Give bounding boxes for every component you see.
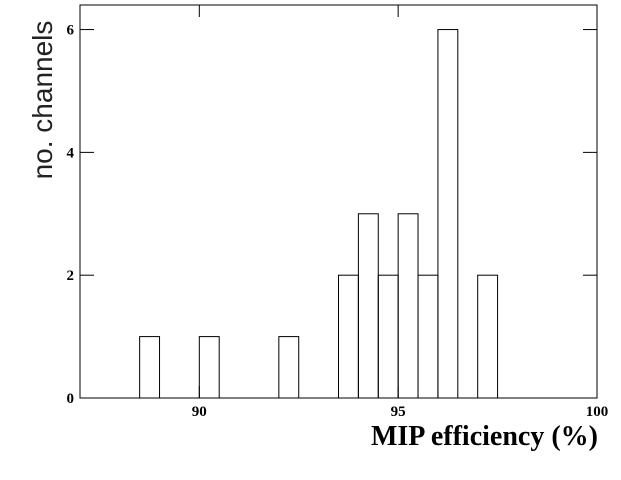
x-tick-label: 95 [391,404,406,420]
bar [377,274,399,399]
y-tick-label: 4 [67,145,75,161]
bar [437,29,459,399]
bar [278,336,300,399]
y-axis-title: no. channels [27,21,58,180]
bar [477,274,499,399]
bar [357,213,379,399]
bar [397,213,419,399]
bar [198,336,220,399]
x-tick-label: 90 [192,404,207,420]
x-tick-label: 100 [586,404,609,420]
bar [139,336,161,399]
plot-frame [79,4,598,399]
bar [417,274,439,399]
y-tick-label: 0 [67,391,75,407]
y-tick-label: 2 [67,268,75,284]
y-tick-label: 6 [67,23,75,39]
bar [338,274,359,399]
x-axis-title: MIP efficiency (%) [371,421,598,452]
